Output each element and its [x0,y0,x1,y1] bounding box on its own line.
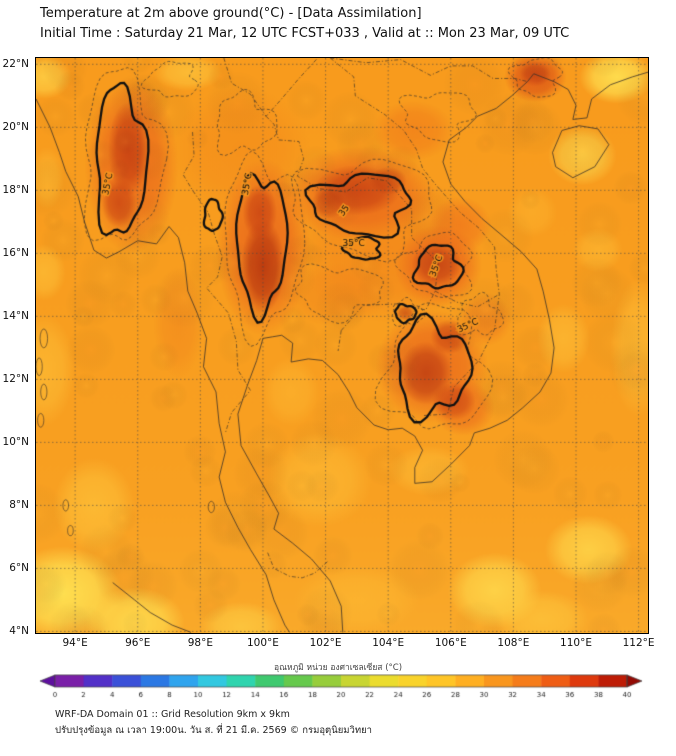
lon-axis: 94°E 96°E 98°E 100°E 102°E 104°E 106°E 108°E 110… [36,637,655,653]
lat-tick-label: 4°N [9,625,29,638]
temperature-map-canvas [36,58,648,633]
lat-tick-label: 6°N [9,562,29,575]
page-title: Temperature at 2m above ground(°C) - [Da… [40,6,422,21]
lat-tick-label: 18°N [2,184,29,197]
lat-tick-label: 10°N [2,436,29,449]
lon-tick-label: 98°E [187,637,213,649]
lat-tick-label: 8°N [9,499,29,512]
footer-update-line: ปรับปรุงข้อมูล ณ เวลา 19:00น. วัน ส. ที่… [55,725,373,736]
page-subtitle: Initial Time : Saturday 21 Mar, 12 UTC F… [40,26,570,41]
lat-tick-label: 20°N [2,121,29,134]
lat-tick-label: 14°N [2,310,29,323]
lon-tick-label: 106°E [434,637,467,649]
lon-tick-label: 102°E [309,637,342,649]
lon-tick-label: 100°E [246,637,279,649]
colorbar-title: อุณหภูมิ หน่วย องศาเซลเซียส (°C) [273,663,403,673]
lat-axis: 22°N 20°N 18°N 16°N 14°N 12°N 10°N 8°N 6°N 4°N [0,58,32,637]
lon-tick-label: 108°E [497,637,530,649]
lon-tick-label: 104°E [372,637,405,649]
lon-tick-label: 112°E [622,637,655,649]
map-frame [35,57,649,634]
colorbar-canvas [31,674,647,704]
lon-tick-label: 96°E [125,637,151,649]
lat-tick-label: 12°N [2,373,29,386]
lat-tick-label: 22°N [2,58,29,71]
lon-tick-label: 110°E [560,637,592,649]
lon-tick-label: 94°E [62,637,88,649]
lat-tick-label: 16°N [2,247,29,260]
footer: WRF-DA Domain 01 :: Grid Resolution 9km … [55,707,372,739]
footer-domain-line: WRF-DA Domain 01 :: Grid Resolution 9km … [55,709,290,720]
